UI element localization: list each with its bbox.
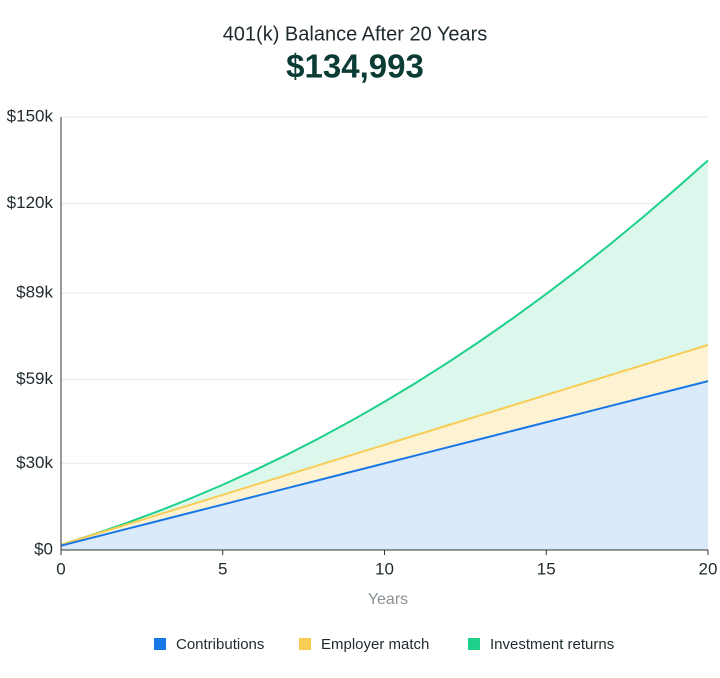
y-tick-label: $89k	[16, 283, 53, 302]
x-tick-label: 20	[699, 559, 718, 578]
headline: $134,993	[286, 48, 424, 85]
y-tick-label: $59k	[16, 369, 53, 388]
x-axis-label: Years	[368, 591, 408, 608]
chart-title: 401(k) Balance After 20 Years	[223, 23, 488, 45]
series-line	[60, 380, 709, 547]
legend-label: Contributions	[176, 636, 264, 653]
series-line	[60, 344, 709, 546]
legend-label: Investment returns	[490, 636, 614, 653]
y-tick-label: $150k	[7, 106, 54, 125]
legend-swatch	[299, 638, 311, 650]
series-line	[60, 159, 709, 546]
legend-swatch	[468, 638, 480, 650]
area-fill	[61, 381, 708, 550]
legend-label: Employer match	[321, 636, 429, 653]
y-tick-label: $0	[34, 539, 53, 558]
y-tick-label: $30k	[16, 453, 53, 472]
x-tick-label: 5	[218, 559, 227, 578]
area-fill	[61, 160, 708, 545]
y-tick-label: $120k	[7, 193, 54, 212]
x-tick-label: 0	[56, 559, 65, 578]
x-tick-label: 10	[375, 559, 394, 578]
legend-swatch	[154, 638, 166, 650]
x-tick-label: 15	[537, 559, 556, 578]
